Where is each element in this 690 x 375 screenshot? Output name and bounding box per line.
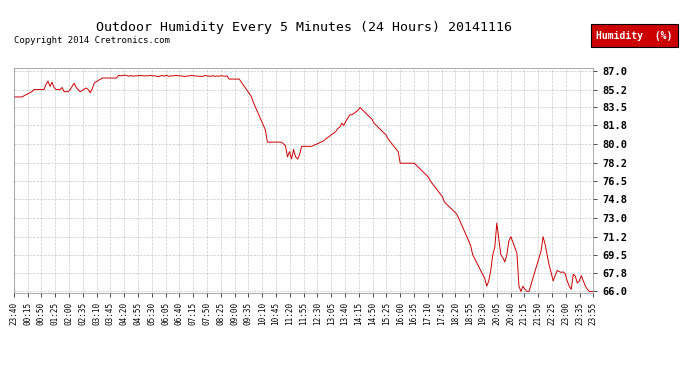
Text: Outdoor Humidity Every 5 Minutes (24 Hours) 20141116: Outdoor Humidity Every 5 Minutes (24 Hou… [96,21,511,34]
Text: Copyright 2014 Cretronics.com: Copyright 2014 Cretronics.com [14,36,170,45]
Text: Humidity  (%): Humidity (%) [596,31,673,40]
